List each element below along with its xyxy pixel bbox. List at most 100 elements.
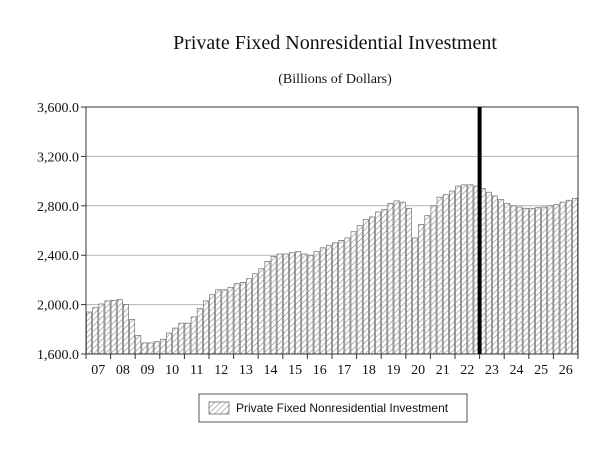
bar-2014Q2 — [264, 261, 271, 355]
bar-2008Q1 — [110, 299, 117, 355]
y-tick-label: 3,600.0 — [37, 101, 79, 116]
x-tick-label: 11 — [190, 363, 203, 378]
bar-2007Q4 — [104, 300, 111, 355]
bar-2015Q4 — [301, 253, 308, 355]
x-tick-label: 08 — [116, 363, 130, 378]
x-tick-label: 22 — [460, 363, 474, 378]
x-tick-label: 07 — [91, 363, 105, 378]
bar-layer — [86, 184, 578, 355]
bar-2018Q1 — [356, 225, 363, 355]
bar-2008Q2 — [116, 299, 123, 355]
bar-2010Q4 — [178, 322, 185, 355]
bar-2013Q3 — [246, 278, 252, 355]
y-tick-label: 2,400.0 — [37, 249, 79, 264]
bar-2019Q3 — [393, 200, 400, 355]
bar-2010Q2 — [166, 332, 172, 355]
bar-2026Q2 — [559, 201, 566, 355]
bar-2017Q1 — [332, 242, 339, 355]
bar-2015Q2 — [289, 252, 295, 355]
bar-2025Q1 — [528, 207, 535, 355]
x-tick-label: 24 — [510, 363, 524, 378]
grid-layer — [86, 155, 578, 306]
bar-2025Q3 — [541, 206, 548, 355]
bar-2010Q3 — [172, 327, 179, 355]
bar-2012Q2 — [215, 289, 222, 355]
bar-2026Q3 — [565, 199, 572, 355]
bar-2024Q4 — [522, 207, 529, 355]
chart-title: Private Fixed Nonresidential Investment — [173, 32, 497, 54]
bar-2015Q3 — [295, 251, 302, 355]
bar-2007Q3 — [98, 303, 105, 355]
plot-frame — [85, 106, 579, 355]
bar-2023Q2 — [485, 191, 492, 355]
x-tick-label: 25 — [534, 363, 548, 378]
bar-2021Q1 — [430, 205, 437, 355]
x-tick-label: 26 — [559, 363, 573, 378]
x-tick-label: 18 — [362, 363, 376, 378]
bar-2025Q2 — [535, 207, 541, 355]
bar-2016Q3 — [319, 247, 326, 355]
bar-2023Q4 — [498, 199, 505, 355]
x-tick-label: 10 — [165, 363, 179, 378]
bar-2024Q3 — [516, 206, 523, 355]
bar-2016Q2 — [313, 251, 320, 355]
chart-subtitle: (Billions of Dollars) — [278, 72, 392, 87]
bar-2014Q1 — [258, 268, 265, 355]
bar-2020Q1 — [405, 207, 412, 355]
bar-2009Q4 — [153, 341, 160, 355]
bar-2020Q4 — [424, 215, 431, 355]
x-tick-label: 17 — [337, 363, 351, 378]
bar-2018Q4 — [375, 211, 382, 355]
x-tick-label: 23 — [485, 363, 499, 378]
bar-2026Q4 — [571, 198, 578, 355]
bar-2014Q4 — [276, 253, 283, 355]
x-tick-label: 09 — [141, 363, 155, 378]
bar-2024Q2 — [510, 205, 517, 355]
x-tick-label: 21 — [436, 363, 450, 378]
bar-2012Q4 — [227, 286, 234, 355]
bar-2016Q4 — [326, 244, 332, 355]
bar-2012Q1 — [209, 294, 216, 355]
legend-swatch — [208, 401, 230, 415]
bar-2019Q1 — [381, 209, 388, 355]
bar-2009Q3 — [147, 342, 154, 355]
bar-2020Q2 — [412, 237, 418, 355]
bar-2019Q4 — [399, 201, 406, 355]
bar-2022Q3 — [467, 184, 474, 355]
bar-2009Q1 — [135, 335, 142, 355]
bar-2008Q4 — [129, 319, 136, 355]
bar-2010Q1 — [159, 338, 166, 355]
x-tick-label: 16 — [313, 363, 327, 378]
bar-2007Q2 — [92, 307, 99, 355]
bar-2017Q3 — [344, 237, 351, 355]
bar-2021Q3 — [442, 194, 449, 355]
bar-2020Q3 — [418, 223, 425, 355]
y-tick-label: 2,800.0 — [37, 200, 79, 215]
legend-label: Private Fixed Nonresidential Investment — [236, 401, 449, 415]
bar-2026Q1 — [553, 204, 560, 355]
bar-2015Q1 — [282, 253, 289, 355]
x-tick-label: 20 — [411, 363, 425, 378]
bar-2014Q3 — [270, 256, 277, 355]
bar-2011Q2 — [190, 316, 197, 355]
y-tick-label: 3,200.0 — [37, 150, 79, 165]
bar-2017Q2 — [338, 240, 345, 355]
bar-2022Q1 — [455, 185, 462, 355]
bar-2013Q1 — [233, 283, 240, 355]
bar-2025Q4 — [547, 205, 554, 355]
bar-2021Q4 — [449, 190, 455, 355]
bar-2023Q3 — [492, 195, 498, 355]
bar-2012Q3 — [221, 289, 228, 355]
y-tick-label: 2,000.0 — [37, 299, 79, 314]
bar-2019Q2 — [387, 202, 394, 355]
bar-2011Q3 — [196, 307, 203, 355]
x-tick-label: 12 — [214, 363, 228, 378]
bar-2018Q3 — [369, 216, 375, 355]
bar-2022Q2 — [461, 184, 468, 355]
x-tick-label: 19 — [387, 363, 401, 378]
y-tick-label: 1,600.0 — [37, 348, 79, 363]
bar-2021Q2 — [436, 196, 443, 355]
bar-2011Q1 — [184, 322, 191, 355]
